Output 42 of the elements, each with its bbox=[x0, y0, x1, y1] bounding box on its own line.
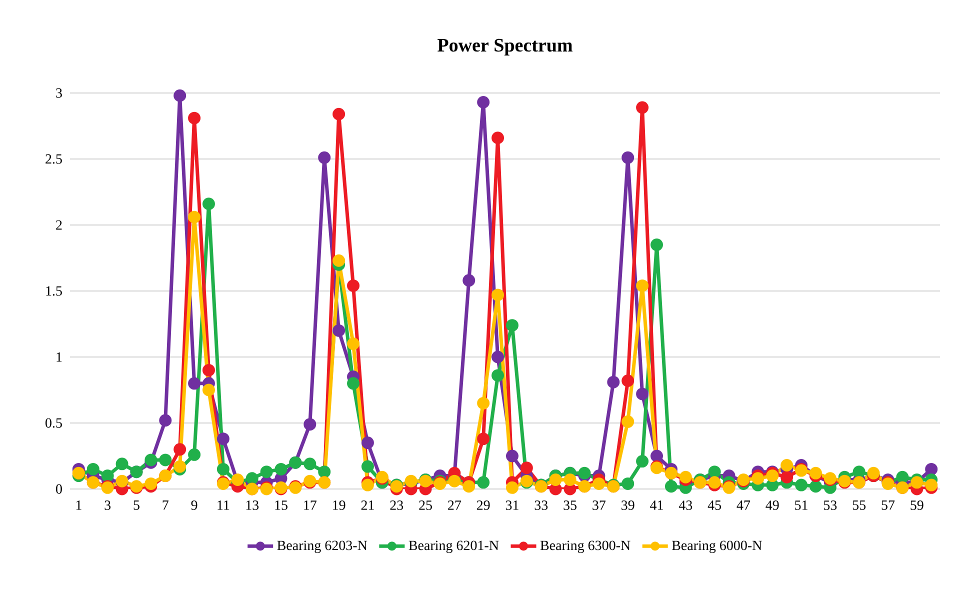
x-tick-label: 17 bbox=[304, 500, 316, 510]
x-tick-label: 21 bbox=[361, 500, 374, 510]
x-tick-label: 43 bbox=[678, 500, 692, 510]
x-tick-label: 31 bbox=[506, 500, 518, 510]
legend-label: Bearing 6203-N bbox=[277, 540, 368, 554]
y-tick-label: 1 bbox=[56, 352, 62, 362]
y-tick-label: 1.5 bbox=[46, 286, 62, 296]
y-tick-label: 0.5 bbox=[46, 418, 62, 428]
x-tick-label: 55 bbox=[852, 500, 866, 510]
x-tick-label: 51 bbox=[795, 500, 808, 510]
x-tick-label: 9 bbox=[191, 500, 198, 510]
x-tick-label: 13 bbox=[246, 500, 259, 510]
x-tick-label: 11 bbox=[218, 500, 230, 510]
x-tick-label: 47 bbox=[736, 500, 750, 510]
chart-title: Power Spectrum bbox=[438, 38, 572, 56]
x-tick-label: 3 bbox=[104, 500, 111, 510]
x-tick-label: 41 bbox=[650, 500, 663, 510]
x-tick-label: 25 bbox=[419, 500, 432, 510]
y-tick-label: 2 bbox=[56, 220, 62, 230]
y-tick-label: 3 bbox=[56, 88, 62, 98]
x-tick-label: 29 bbox=[476, 500, 490, 510]
legend-label: Bearing 6000-N bbox=[672, 540, 762, 554]
x-tick-label: 5 bbox=[134, 500, 140, 510]
x-tick-label: 19 bbox=[333, 500, 346, 510]
x-tick-label: 59 bbox=[910, 500, 924, 510]
x-tick-label: 53 bbox=[824, 500, 837, 510]
x-tick-label: 15 bbox=[275, 500, 288, 510]
x-tick-label: 37 bbox=[592, 500, 606, 510]
x-tick-label: 27 bbox=[448, 500, 462, 510]
x-tick-label: 33 bbox=[534, 500, 548, 510]
x-tick-label: 1 bbox=[76, 500, 82, 510]
x-tick-label: 49 bbox=[766, 500, 779, 510]
legend-label: Bearing 6300-N bbox=[540, 540, 630, 554]
x-tick-label: 7 bbox=[162, 500, 168, 510]
x-tick-label: 45 bbox=[708, 500, 722, 510]
x-tick-label: 57 bbox=[882, 500, 895, 510]
y-tick-label: 0 bbox=[56, 484, 62, 494]
y-tick-label: 2.5 bbox=[46, 154, 62, 164]
legend-label: Bearing 6201-N bbox=[408, 540, 499, 554]
x-tick-label: 23 bbox=[390, 500, 404, 510]
x-tick-label: 35 bbox=[564, 500, 576, 510]
x-tick-label: 39 bbox=[622, 500, 634, 510]
